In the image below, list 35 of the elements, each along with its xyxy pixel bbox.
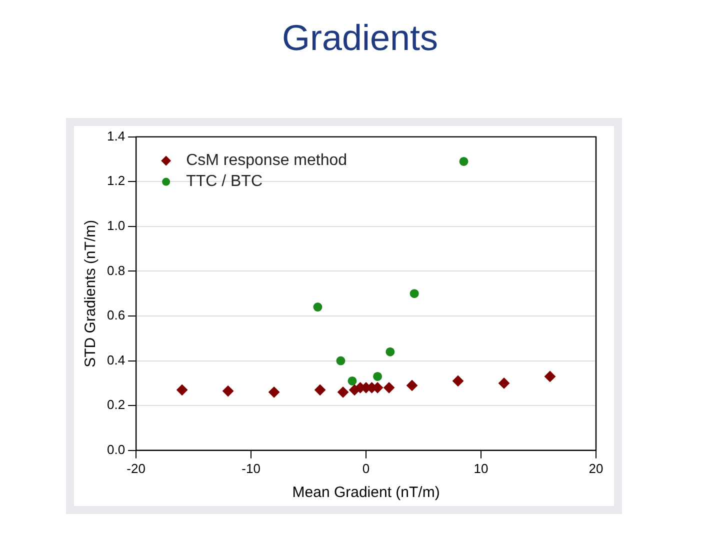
point bbox=[373, 372, 382, 381]
x-tick-label: 20 bbox=[588, 460, 604, 476]
point bbox=[268, 386, 280, 398]
y-tick-label: 0.2 bbox=[106, 397, 126, 412]
point bbox=[459, 156, 468, 166]
x-tick-label: -10 bbox=[242, 460, 260, 476]
point bbox=[544, 370, 556, 382]
point bbox=[176, 384, 188, 396]
y-tick-label: 0.6 bbox=[106, 308, 126, 323]
point bbox=[313, 302, 322, 312]
point bbox=[336, 356, 346, 366]
point bbox=[314, 384, 326, 396]
x-axis-title: Mean Gradient (nT/m) bbox=[292, 484, 440, 502]
y-tick-label: 1.2 bbox=[106, 173, 126, 188]
point bbox=[386, 347, 395, 356]
point bbox=[384, 382, 395, 394]
y-tick-label: 1.0 bbox=[106, 218, 126, 233]
point bbox=[406, 380, 418, 391]
legend-label: CsM response method bbox=[186, 152, 348, 170]
point bbox=[338, 386, 349, 398]
y-tick-label: 1.4 bbox=[106, 128, 126, 144]
x-tick-label: 10 bbox=[474, 460, 488, 476]
x-tick-label: -20 bbox=[126, 460, 146, 476]
y-tick-label: 0.8 bbox=[106, 262, 126, 278]
x-tick-label: 0 bbox=[362, 460, 370, 476]
y-tick-label: 0.4 bbox=[106, 352, 126, 368]
point bbox=[452, 375, 464, 386]
y-axis-title: STD Gradients (nT/m) bbox=[82, 220, 100, 368]
legend-label: TTC / BTC bbox=[186, 173, 263, 190]
y-tick-label: 0.0 bbox=[106, 442, 126, 457]
point bbox=[222, 386, 234, 397]
point bbox=[348, 376, 357, 386]
point bbox=[498, 378, 510, 389]
chart-title: Gradients bbox=[280, 16, 440, 60]
point bbox=[410, 289, 419, 298]
